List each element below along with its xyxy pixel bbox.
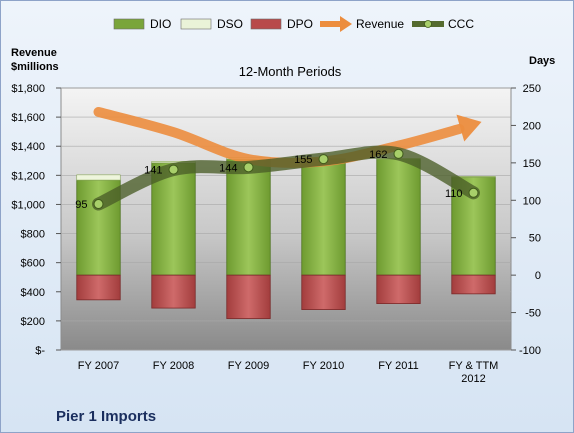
x-tick-label: FY 2010 — [303, 360, 344, 372]
bar-dio — [151, 162, 196, 276]
left-tick-label: $- — [35, 345, 45, 357]
bar-dpo — [151, 274, 196, 309]
right-axis-title: Days — [529, 55, 555, 67]
left-axis-title-line1: Revenue — [11, 47, 57, 59]
right-tick-label: 0 — [535, 270, 541, 282]
x-tick-label: FY 2007 — [78, 360, 119, 372]
ccc-data-label: 162 — [369, 149, 387, 161]
ccc-data-label: 155 — [294, 154, 312, 166]
bar-dso — [76, 174, 121, 181]
ccc-data-label: 95 — [75, 199, 87, 211]
ccc-marker — [393, 148, 404, 159]
left-tick-label: $800 — [21, 229, 45, 241]
left-axis-title-line2: $millions — [11, 61, 59, 73]
ccc-data-label: 141 — [144, 165, 162, 177]
bar-dpo — [301, 274, 346, 310]
ccc-data-label: 144 — [219, 162, 237, 174]
left-tick-label: $200 — [21, 316, 45, 328]
bars — [76, 157, 496, 319]
legend-label: DIO — [150, 17, 171, 31]
legend-label: DPO — [287, 17, 313, 31]
legend-swatch — [340, 16, 352, 32]
legend-label: DSO — [217, 17, 243, 31]
bar-dpo — [451, 274, 496, 295]
ccc-marker — [318, 154, 329, 165]
ccc-marker — [93, 199, 104, 210]
legend-swatch — [424, 20, 432, 28]
company-name: Pier 1 Imports — [56, 408, 156, 425]
bar-dio — [376, 158, 421, 276]
legend: DIO DSO DPO Revenue CCC — [113, 16, 474, 32]
x-tick-label: FY & TTM — [449, 360, 499, 372]
right-tick-label: 200 — [523, 120, 541, 132]
x-tick-label: FY 2008 — [153, 360, 194, 372]
left-tick-label: $1,400 — [11, 141, 45, 153]
chart-title: 12-Month Periods — [239, 64, 342, 79]
legend-swatch — [180, 18, 212, 30]
x-tick-label: FY 2009 — [228, 360, 269, 372]
right-tick-label: 250 — [523, 83, 541, 95]
right-tick-label: 100 — [523, 195, 541, 207]
right-tick-label: -50 — [525, 308, 541, 320]
legend-label: CCC — [448, 17, 474, 31]
ccc-marker — [168, 164, 179, 175]
bar-dio — [226, 158, 271, 276]
revenue-arrowhead — [456, 114, 482, 142]
left-tick-label: $600 — [21, 258, 45, 270]
left-tick-label: $1,800 — [11, 83, 45, 95]
ccc-data-label: 110 — [445, 188, 463, 200]
gridlines — [61, 87, 511, 351]
left-axis: $- $200 $400 $600 $800 $1,000 $1,200 $1,400 $1,6… — [11, 83, 61, 357]
legend-swatch — [250, 18, 282, 30]
bar-dpo — [376, 274, 421, 304]
legend-label: Revenue — [356, 17, 404, 31]
right-tick-label: 50 — [529, 233, 541, 245]
bar-dpo — [76, 274, 121, 301]
x-tick-label: 2012 — [461, 373, 485, 385]
ccc-marker — [243, 162, 254, 173]
left-tick-label: $1,000 — [11, 199, 45, 211]
left-tick-label: $400 — [21, 287, 45, 299]
right-axis: -100 -50 0 50 100 150 200 250 — [511, 83, 541, 357]
right-tick-label: -100 — [519, 345, 541, 357]
ccc-series: 95 141 144 155 162 110 — [75, 145, 480, 211]
bar-dpo — [226, 274, 271, 319]
legend-swatch — [113, 18, 145, 30]
x-axis: FY 2007 FY 2008 FY 2009 FY 2010 FY 2011 FY & … — [78, 360, 499, 385]
ccc-marker — [468, 187, 479, 198]
left-tick-label: $1,200 — [11, 170, 45, 182]
x-tick-label: FY 2011 — [378, 360, 419, 372]
ccc-line — [92, 145, 480, 211]
plot-area — [60, 87, 512, 351]
right-tick-label: 150 — [523, 158, 541, 170]
left-tick-label: $1,600 — [11, 112, 45, 124]
bar-dio — [301, 158, 346, 276]
